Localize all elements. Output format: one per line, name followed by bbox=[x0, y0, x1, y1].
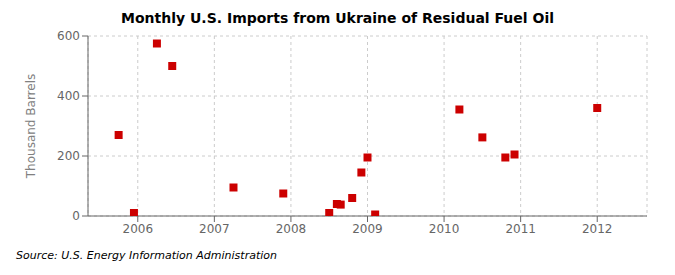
svg-text:2012: 2012 bbox=[582, 222, 613, 236]
svg-text:2006: 2006 bbox=[123, 222, 154, 236]
svg-text:Thousand Barrels: Thousand Barrels bbox=[24, 74, 38, 179]
svg-text:2010: 2010 bbox=[429, 222, 460, 236]
svg-text:0: 0 bbox=[72, 209, 80, 223]
svg-text:200: 200 bbox=[57, 149, 80, 163]
svg-text:2008: 2008 bbox=[276, 222, 307, 236]
svg-text:600: 600 bbox=[57, 29, 80, 43]
svg-text:2011: 2011 bbox=[505, 222, 536, 236]
svg-text:400: 400 bbox=[57, 89, 80, 103]
html-text:Source: U.S. Energy Informatio: Source: U.S. Energy Information Administ… bbox=[16, 249, 277, 262]
svg-text:2007: 2007 bbox=[199, 222, 230, 236]
html-text:Monthly U.S. Imports from Ukra: Monthly U.S. Imports from Ukraine of Res… bbox=[121, 10, 554, 26]
svg-text:2009: 2009 bbox=[352, 222, 383, 236]
